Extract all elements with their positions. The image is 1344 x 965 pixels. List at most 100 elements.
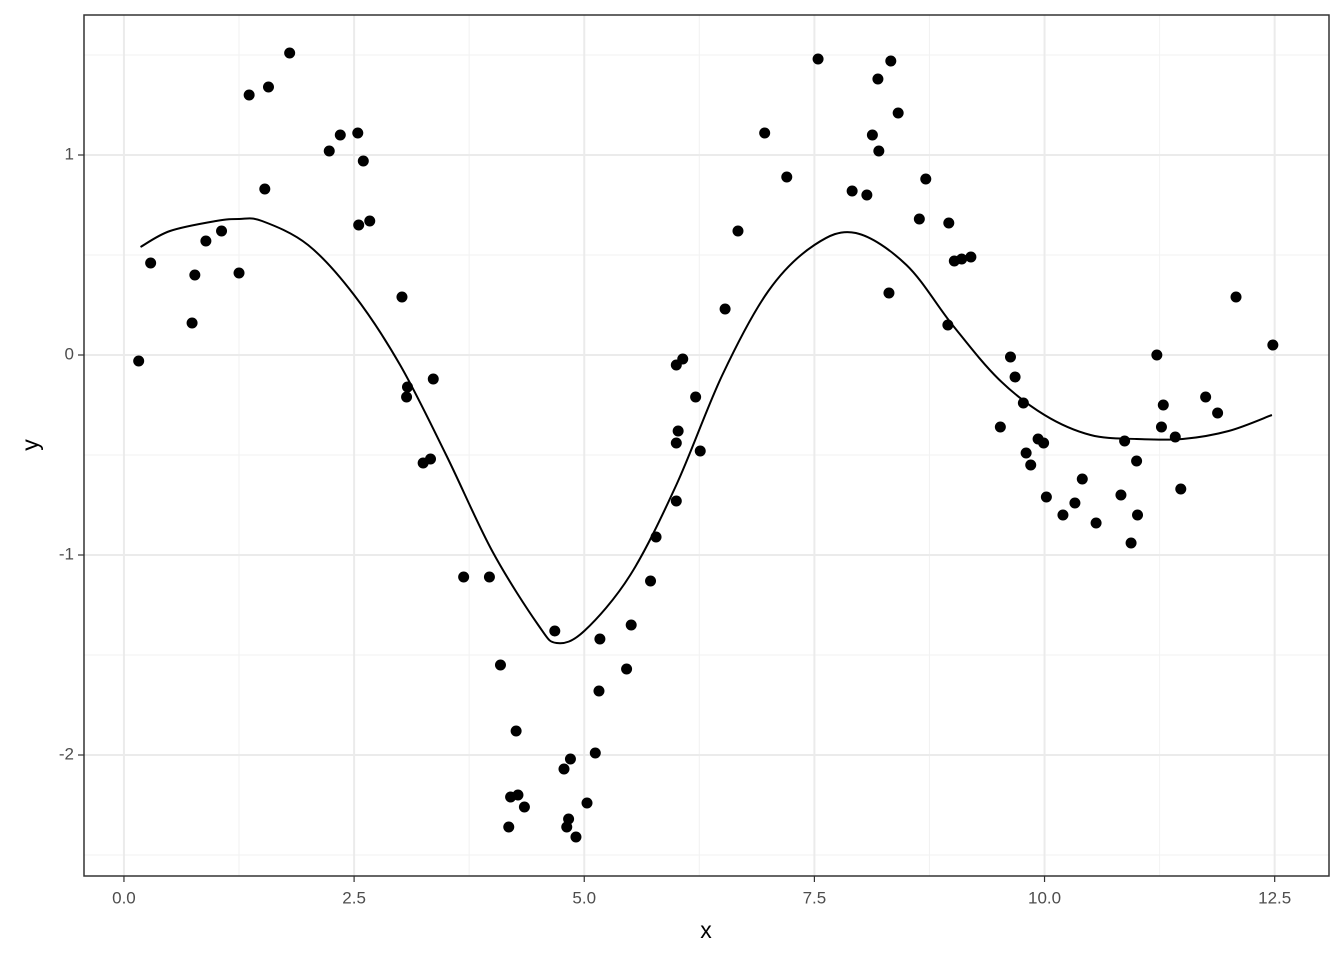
point bbox=[259, 183, 271, 195]
x-axis-title: x bbox=[700, 917, 712, 943]
panel-background bbox=[84, 15, 1329, 876]
point bbox=[189, 269, 201, 281]
point bbox=[621, 663, 633, 675]
point bbox=[956, 253, 968, 265]
point bbox=[625, 619, 637, 631]
point bbox=[861, 189, 873, 201]
point bbox=[353, 219, 365, 231]
point bbox=[512, 789, 524, 801]
point bbox=[1267, 339, 1279, 351]
point bbox=[866, 129, 878, 141]
x-tick-label: 5.0 bbox=[572, 888, 596, 907]
smooth-line bbox=[140, 217, 1273, 645]
point bbox=[145, 257, 157, 269]
point bbox=[1090, 517, 1102, 529]
point bbox=[672, 425, 684, 437]
point bbox=[518, 801, 530, 813]
point bbox=[334, 129, 346, 141]
y-tick-label: -2 bbox=[59, 744, 74, 763]
point bbox=[458, 571, 470, 583]
x-tick-label: 7.5 bbox=[803, 888, 827, 907]
point bbox=[589, 747, 601, 759]
x-tick-label: 2.5 bbox=[342, 888, 366, 907]
x-tick-label: 12.5 bbox=[1258, 888, 1291, 907]
point bbox=[1151, 349, 1163, 361]
point bbox=[781, 171, 793, 183]
point bbox=[483, 571, 495, 583]
point bbox=[564, 753, 576, 765]
point bbox=[719, 303, 731, 315]
point bbox=[233, 267, 245, 279]
point bbox=[1004, 351, 1016, 363]
point bbox=[284, 47, 296, 59]
point bbox=[812, 53, 824, 65]
point bbox=[1175, 483, 1187, 495]
point bbox=[262, 81, 274, 93]
point bbox=[994, 421, 1006, 433]
point bbox=[1069, 497, 1081, 509]
point bbox=[401, 391, 413, 403]
point bbox=[186, 317, 198, 329]
y-tick-label: -1 bbox=[59, 544, 74, 563]
point bbox=[694, 445, 706, 457]
point bbox=[1132, 509, 1144, 521]
point bbox=[1057, 509, 1069, 521]
point bbox=[503, 821, 515, 833]
point bbox=[549, 625, 561, 637]
point bbox=[677, 353, 689, 365]
point bbox=[759, 127, 771, 139]
point bbox=[216, 225, 228, 237]
point bbox=[558, 763, 570, 775]
point bbox=[510, 725, 522, 737]
point bbox=[396, 291, 408, 303]
point bbox=[670, 437, 682, 449]
point bbox=[1009, 371, 1021, 383]
point bbox=[563, 813, 575, 825]
point bbox=[892, 107, 904, 119]
point bbox=[1230, 291, 1242, 303]
point bbox=[352, 127, 364, 139]
point bbox=[200, 235, 212, 247]
point bbox=[570, 831, 582, 843]
point bbox=[1169, 431, 1181, 443]
point bbox=[494, 659, 506, 671]
point bbox=[873, 145, 885, 157]
point bbox=[1040, 491, 1052, 503]
point bbox=[670, 495, 682, 507]
y-tick-label: 0 bbox=[65, 344, 74, 363]
point bbox=[872, 73, 884, 85]
point bbox=[846, 185, 858, 197]
point bbox=[357, 155, 369, 167]
panel-border bbox=[83, 14, 1330, 877]
point bbox=[593, 685, 605, 697]
point bbox=[1200, 391, 1212, 403]
point bbox=[645, 575, 657, 587]
point bbox=[1155, 421, 1167, 433]
point bbox=[1038, 437, 1050, 449]
point bbox=[1020, 447, 1032, 459]
point bbox=[943, 217, 955, 229]
point bbox=[1119, 435, 1131, 447]
point bbox=[1131, 455, 1143, 467]
point bbox=[1212, 407, 1224, 419]
point bbox=[965, 251, 977, 263]
point bbox=[133, 355, 145, 367]
point bbox=[243, 89, 255, 101]
x-tick-label: 0.0 bbox=[112, 888, 136, 907]
y-tick-label: 1 bbox=[65, 144, 74, 163]
point bbox=[1125, 537, 1137, 549]
point bbox=[1025, 459, 1037, 471]
point bbox=[1017, 397, 1029, 409]
point bbox=[1115, 489, 1127, 501]
x-tick-label: 10.0 bbox=[1028, 888, 1061, 907]
point bbox=[581, 797, 593, 809]
point bbox=[913, 213, 925, 225]
y-axis-title: y bbox=[17, 439, 43, 451]
point bbox=[885, 55, 897, 67]
point bbox=[690, 391, 702, 403]
point bbox=[323, 145, 335, 157]
point bbox=[1076, 473, 1088, 485]
point bbox=[1157, 399, 1169, 411]
